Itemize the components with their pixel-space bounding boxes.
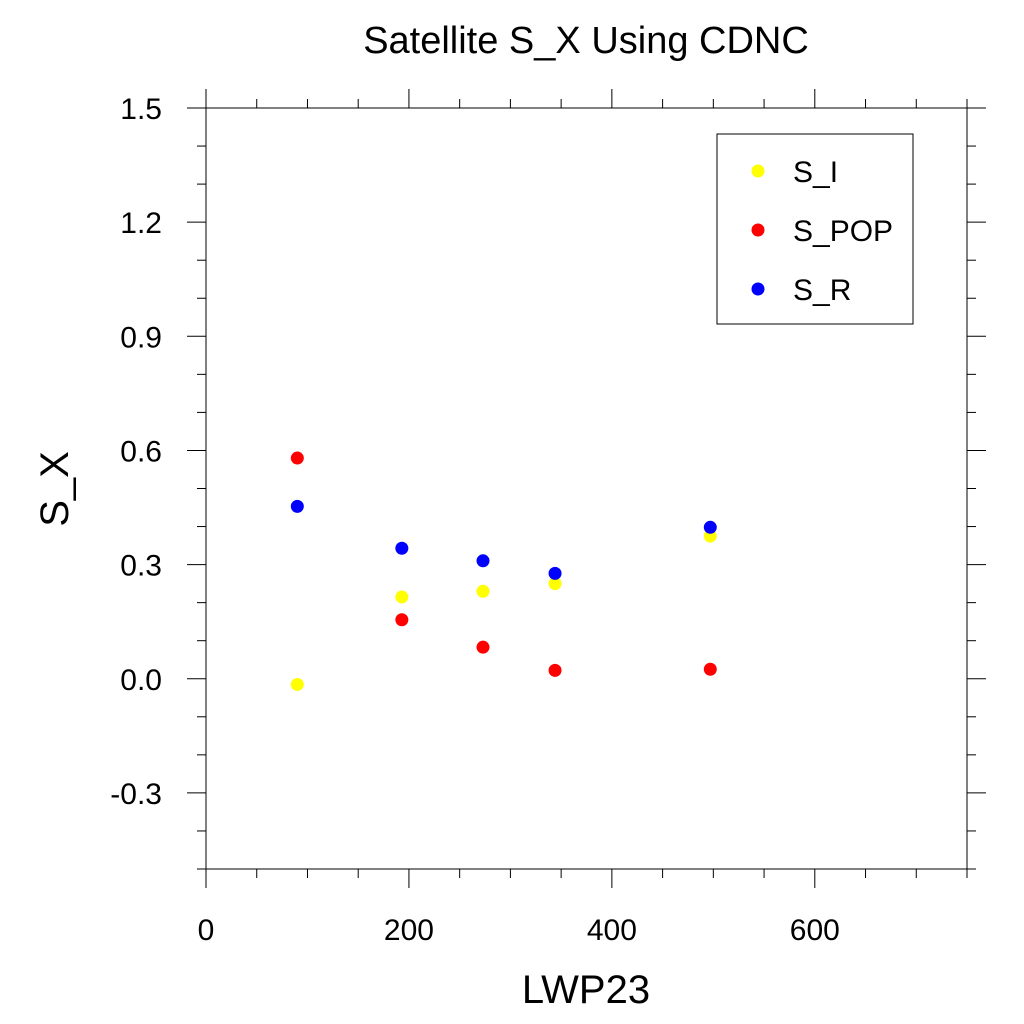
y-tick-label: 1.5: [120, 93, 162, 126]
y-tick-label: 0.3: [120, 550, 162, 583]
legend-label: S_I: [793, 156, 838, 189]
y-axis-label: S_X: [33, 451, 77, 527]
point-s-pop: [395, 613, 409, 627]
point-s-i: [476, 584, 490, 598]
point-s-pop: [290, 451, 304, 465]
point-s-i: [290, 677, 304, 691]
point-s-r: [290, 499, 304, 513]
legend-label: S_POP: [793, 215, 893, 248]
point-s-r: [703, 520, 717, 534]
y-tick-label: -0.3: [110, 778, 162, 811]
x-tick-labels: 0 200 400 600: [198, 914, 840, 947]
x-axis-label: LWP23: [522, 968, 650, 1012]
chart-title: Satellite S_X Using CDNC: [363, 20, 809, 62]
x-tick-label: 0: [198, 914, 215, 947]
data-points: [290, 451, 717, 691]
legend-marker: [751, 223, 765, 237]
y-tick-labels: -0.3 0.0 0.3 0.6 0.9 1.2 1.5: [110, 93, 162, 811]
point-s-pop: [703, 662, 717, 676]
y-tick-label: 0.6: [120, 435, 162, 468]
legend-label: S_R: [793, 274, 851, 307]
point-s-r: [395, 541, 409, 555]
y-tick-label: 0.0: [120, 664, 162, 697]
legend-marker: [751, 282, 765, 296]
point-s-pop: [548, 663, 562, 677]
point-s-i: [395, 590, 409, 604]
point-s-pop: [476, 640, 490, 654]
point-s-r: [476, 554, 490, 568]
y-tick-label: 0.9: [120, 321, 162, 354]
x-tick-label: 200: [384, 914, 434, 947]
point-s-i: [548, 577, 562, 591]
point-s-r: [548, 566, 562, 580]
legend-marker: [751, 164, 765, 178]
legend-box: [716, 133, 914, 325]
x-tick-label: 600: [790, 914, 840, 947]
y-tick-label: 1.2: [120, 207, 162, 240]
axis-ticks: [187, 89, 986, 888]
x-tick-label: 400: [587, 914, 637, 947]
legend: S_I S_POP S_R: [716, 133, 914, 325]
